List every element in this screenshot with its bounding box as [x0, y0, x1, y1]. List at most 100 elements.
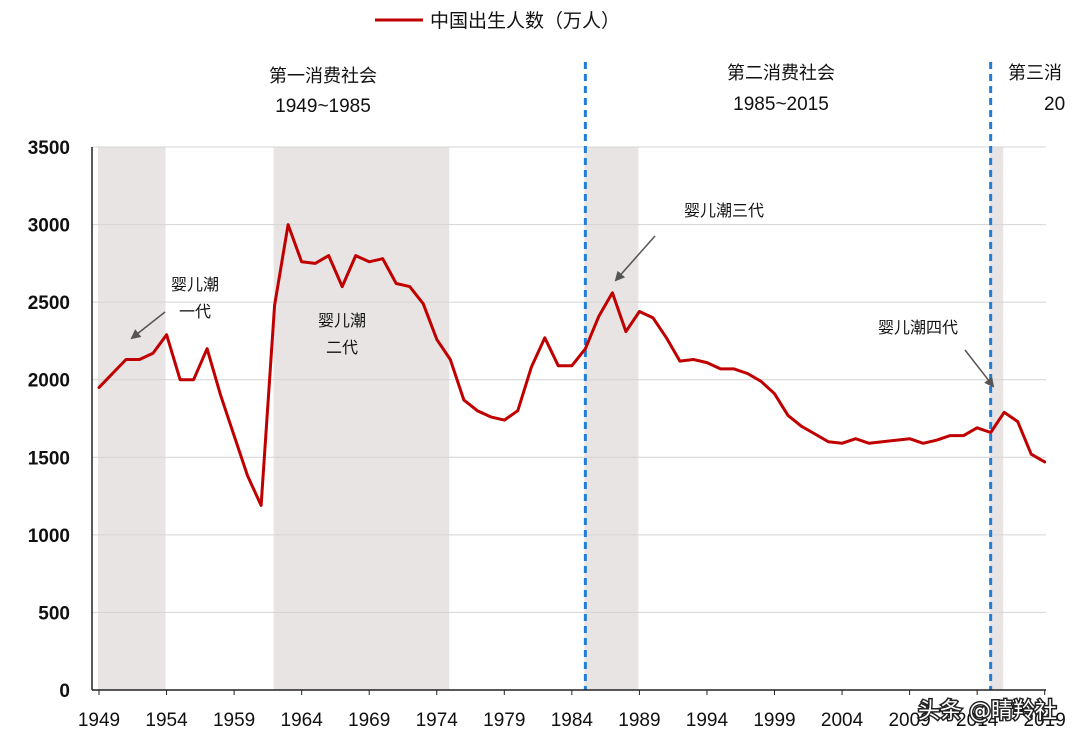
era-labels: 第一消费社会 1949~1985 第二消费社会 1985~2015 第三消 20	[269, 63, 1065, 117]
x-tick-1979: 1979	[483, 710, 525, 731]
era-2-years: 1985~2015	[733, 94, 829, 115]
point-1969	[368, 260, 371, 264]
x-tick-1959: 1959	[213, 710, 255, 731]
y-tick-2000: 2000	[28, 371, 70, 392]
point-1949	[97, 386, 101, 389]
annotation-boom4-arrow	[964, 349, 995, 388]
point-1966	[327, 254, 330, 257]
point-1992	[678, 359, 682, 363]
x-tick-1984: 1984	[551, 710, 594, 731]
point-1998	[759, 380, 763, 383]
era-3-name: 第三消	[1008, 63, 1062, 84]
shaded-period-2	[273, 147, 450, 690]
x-tick-1999: 1999	[753, 710, 795, 731]
point-2012	[948, 434, 952, 437]
point-2016	[1002, 411, 1006, 414]
x-tick-2014: 2014	[956, 710, 999, 731]
x-axis-ticks: 1949 1954 1959 1964 1969 1974 1979 1984 1989 1994…	[78, 690, 1066, 731]
point-2015	[989, 431, 992, 434]
point-2001	[800, 425, 803, 428]
annotation-boom3-arrow	[614, 235, 656, 282]
point-2013	[962, 434, 965, 437]
point-1996	[732, 367, 736, 371]
baby-boom-shading	[98, 147, 1004, 690]
annotation-boom1-line2: 一代	[179, 302, 211, 321]
point-2000	[786, 414, 790, 417]
point-1952	[138, 358, 141, 361]
y-tick-3000: 3000	[28, 216, 70, 237]
point-1989	[638, 310, 641, 313]
point-1963	[286, 223, 290, 226]
point-1973	[422, 302, 425, 305]
era-2-name: 第二消费社会	[727, 63, 835, 84]
x-tick-1964: 1964	[281, 710, 324, 731]
point-1964	[300, 260, 303, 264]
axes	[91, 147, 1046, 691]
point-1967	[340, 285, 344, 288]
annotation-boom4: 婴儿潮四代	[878, 318, 958, 337]
point-2003	[827, 440, 830, 443]
x-tick-1974: 1974	[416, 710, 459, 731]
era-1-name: 第一消费社会	[269, 66, 377, 87]
point-1979	[503, 418, 506, 422]
y-tick-1000: 1000	[28, 526, 70, 547]
point-1981	[530, 366, 533, 369]
shaded-period-4	[989, 147, 1004, 690]
x-tick-2009: 2009	[888, 710, 930, 731]
era-1-years: 1949~1985	[275, 96, 371, 117]
point-2019	[1043, 460, 1046, 464]
point-2008	[894, 439, 898, 442]
point-1960	[246, 474, 249, 478]
point-1997	[746, 372, 749, 375]
legend: 中国出生人数（万人）	[375, 10, 620, 32]
point-1993	[692, 358, 695, 361]
annotation-boom1-line1: 婴儿潮	[171, 275, 219, 294]
point-1971	[395, 282, 398, 285]
x-tick-1989: 1989	[618, 710, 660, 731]
annotations: 婴儿潮 一代 婴儿潮 二代 婴儿潮三代 婴儿潮四代	[130, 201, 995, 388]
point-1975	[449, 358, 452, 361]
point-1974	[435, 338, 438, 341]
point-1955	[178, 378, 182, 381]
point-1961	[259, 504, 263, 507]
point-1984	[570, 364, 574, 367]
point-2010	[921, 442, 925, 445]
point-1962	[273, 304, 276, 307]
point-1968	[354, 254, 357, 257]
point-1995	[719, 367, 722, 371]
point-1959	[232, 434, 236, 437]
x-tick-1954: 1954	[145, 710, 188, 731]
y-tick-3500: 3500	[28, 138, 70, 159]
y-tick-500: 500	[38, 603, 70, 624]
point-1958	[219, 394, 222, 397]
point-1978	[489, 415, 492, 419]
point-2005	[854, 437, 857, 440]
point-1956	[192, 378, 195, 381]
point-1951	[124, 358, 128, 361]
point-2011	[935, 439, 938, 442]
point-1972	[408, 285, 411, 288]
x-tick-1949: 1949	[78, 710, 120, 731]
point-1983	[557, 364, 560, 367]
shaded-period-1	[98, 147, 166, 690]
point-2002	[813, 432, 817, 436]
series-births	[97, 223, 1047, 507]
point-1980	[516, 409, 520, 412]
point-1994	[705, 361, 709, 364]
point-1953	[151, 352, 155, 355]
point-1950	[111, 372, 114, 375]
y-axis-ticks: 0 500 1000 1500 2000 2500 3000 3500	[28, 138, 70, 702]
point-1985	[584, 347, 587, 350]
x-tick-2004: 2004	[821, 710, 864, 731]
x-tick-2019: 2019	[1024, 710, 1066, 731]
shaded-period-3	[584, 147, 639, 690]
point-1976	[462, 398, 465, 402]
annotation-boom1-arrow	[130, 311, 166, 340]
era-dividers	[583, 62, 993, 690]
point-1954	[165, 333, 168, 336]
point-1987	[611, 291, 614, 295]
point-2006	[867, 442, 871, 445]
point-2009	[908, 437, 911, 440]
point-1977	[476, 409, 479, 412]
